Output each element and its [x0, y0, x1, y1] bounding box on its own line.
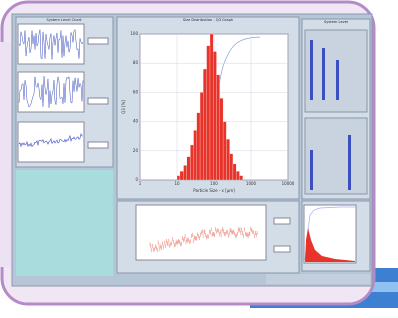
- field: [88, 142, 108, 148]
- screenshot: System Level Chart Size Distribution - Q…: [0, 0, 398, 318]
- gauge-bar: [322, 48, 325, 100]
- histogram-bar: [190, 145, 193, 180]
- histogram-bar: [230, 154, 233, 180]
- gauge-bar: [310, 40, 313, 100]
- panel-title: Size Distribution - Q3 Graph: [183, 18, 233, 22]
- x-tick-label: 10: [174, 181, 180, 186]
- histogram-bar: [194, 130, 197, 180]
- histogram-bar: [233, 164, 236, 180]
- field: [88, 38, 108, 44]
- panel-title: System Level: [324, 20, 348, 24]
- histogram-bar: [184, 165, 187, 180]
- y-tick-label: 20: [133, 148, 139, 153]
- page: {"app": { "levels_panel": {"title": "Sys…: [0, 0, 398, 318]
- gauge-bar: [348, 135, 351, 190]
- histogram-bar: [203, 69, 206, 180]
- mini-chart: [18, 72, 84, 112]
- histogram-bar: [223, 122, 226, 180]
- mini-chart: [18, 24, 84, 64]
- histogram-bar: [187, 157, 190, 180]
- field: [88, 98, 108, 104]
- trend-plot: [136, 205, 266, 260]
- histogram-bar: [197, 113, 200, 180]
- histogram-bar: [180, 171, 184, 180]
- histogram-bar: [207, 46, 210, 180]
- x-tick-label: 10000: [282, 181, 295, 186]
- histogram-bar: [226, 139, 229, 180]
- panel-title: System Level Chart: [46, 18, 82, 22]
- histogram-bar: [177, 176, 180, 180]
- histogram-bar: [220, 98, 223, 180]
- histogram-bar: [210, 34, 213, 180]
- status-bar: [266, 274, 370, 284]
- field: [274, 218, 290, 224]
- histogram-bar: [213, 52, 216, 180]
- histogram-bar: [236, 171, 239, 180]
- y-axis-label: Q3 [%]: [121, 100, 126, 114]
- y-tick-label: 80: [133, 60, 139, 65]
- x-tick-label: 1: [139, 181, 142, 186]
- gauge-bar: [336, 60, 339, 100]
- empty-area: [16, 170, 113, 276]
- x-tick-label: 100: [210, 181, 218, 186]
- field: [274, 246, 290, 252]
- y-tick-label: 100: [130, 31, 138, 36]
- histogram-bar: [240, 176, 243, 180]
- gauge-bar: [310, 150, 313, 190]
- y-tick-label: 60: [133, 89, 139, 94]
- histogram-bar: [217, 75, 220, 180]
- y-tick-label: 40: [133, 119, 139, 124]
- mini-chart: [18, 122, 84, 162]
- histogram-bar: [200, 92, 203, 180]
- x-axis-label: Particle Size - x [µm]: [193, 188, 235, 193]
- gauge-group: [305, 118, 367, 194]
- x-tick-label: 1000: [246, 181, 257, 186]
